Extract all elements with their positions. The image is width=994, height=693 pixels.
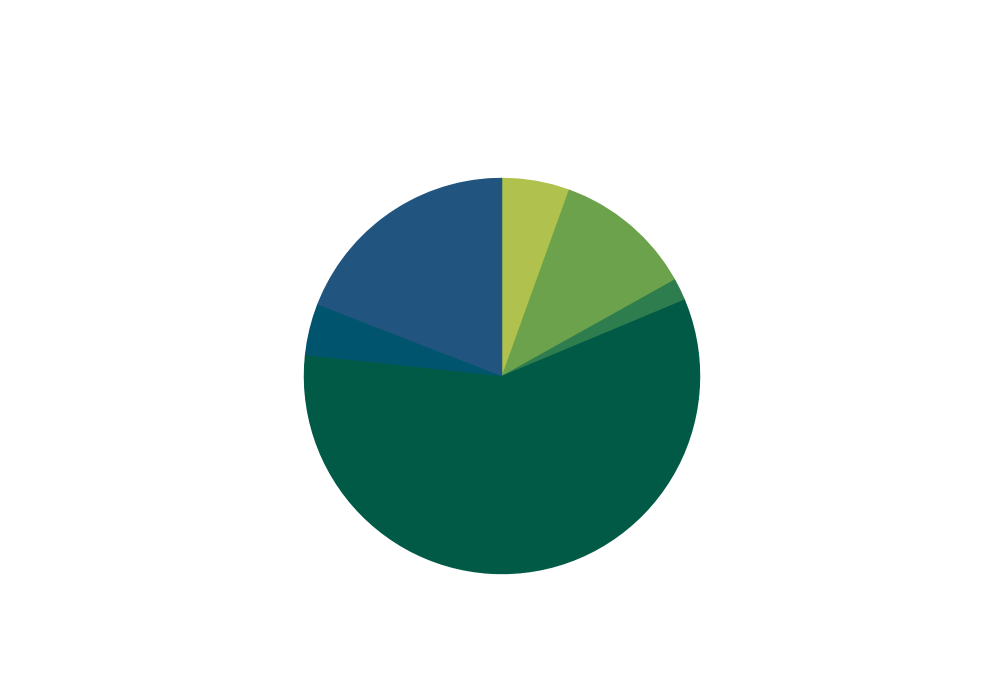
pie	[303, 177, 701, 575]
pie-slice	[501, 189, 676, 377]
pie-slice	[317, 177, 503, 377]
pie-slice	[303, 299, 701, 575]
